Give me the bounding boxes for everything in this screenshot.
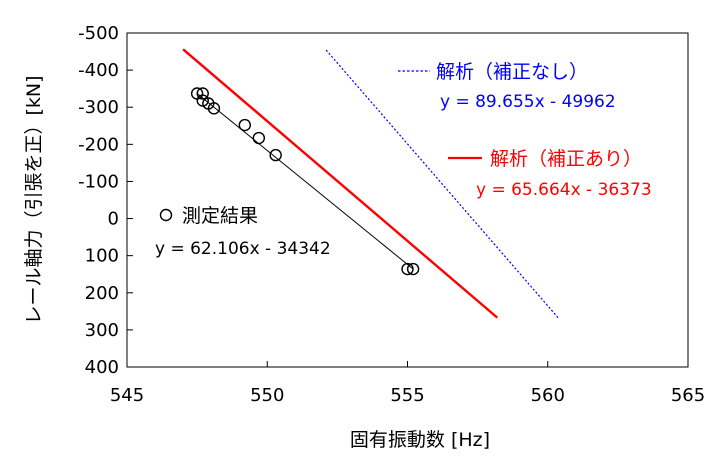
- y-tick-label: -300: [78, 97, 119, 118]
- x-axis-ticks: 545 550 555 560 565: [110, 361, 705, 406]
- y-tick-label: 100: [85, 246, 119, 267]
- y-axis-ticks: -500 -400 -300 -200 -100 0 100 200 300 400: [78, 23, 133, 378]
- y-tick-label: 300: [85, 320, 119, 341]
- x-tick-label: 555: [390, 385, 424, 406]
- legend-label-measured: 測定結果: [182, 205, 258, 227]
- measured-point: [196, 87, 209, 100]
- analysis-corrected-line: [182, 48, 499, 319]
- measured-point: [401, 262, 414, 276]
- measured-point: [406, 262, 420, 276]
- analysis-uncorrected-line: [325, 49, 560, 320]
- measured-point: [207, 102, 221, 115]
- legend-label-uncorrected: 解析（補正なし）: [436, 61, 588, 83]
- x-tick-label: 545: [110, 385, 144, 406]
- x-axis-title: 固有振動数 [Hz]: [350, 429, 490, 451]
- y-tick-label: -500: [78, 23, 119, 44]
- measured-point: [269, 148, 282, 162]
- y-tick-label: -100: [78, 171, 119, 192]
- y-tick-label: -200: [78, 134, 119, 155]
- y-tick-label: 400: [85, 357, 119, 378]
- y-axis-title: レール軸力（引張を正）[kN]: [23, 75, 45, 324]
- legend-label-corrected: 解析（補正あり）: [490, 148, 642, 170]
- y-tick-label: 200: [85, 283, 119, 304]
- equation-measured: y = 62.106x - 34342: [155, 239, 331, 259]
- measured-fit-line: [196, 93, 414, 270]
- series-lines: [182, 48, 560, 320]
- series-points: [190, 87, 420, 276]
- x-tick-label: 565: [671, 385, 705, 406]
- measured-point: [238, 118, 252, 132]
- equation-uncorrected: y = 89.655x - 49962: [440, 92, 616, 112]
- equation-corrected: y = 65.664x - 36373: [476, 180, 652, 200]
- legend-marker-measured: [159, 208, 173, 222]
- x-tick-label: 550: [250, 385, 284, 406]
- y-tick-label: 0: [108, 209, 119, 230]
- measured-point: [252, 131, 266, 145]
- x-tick-label: 560: [531, 385, 565, 406]
- y-tick-label: -400: [78, 60, 119, 81]
